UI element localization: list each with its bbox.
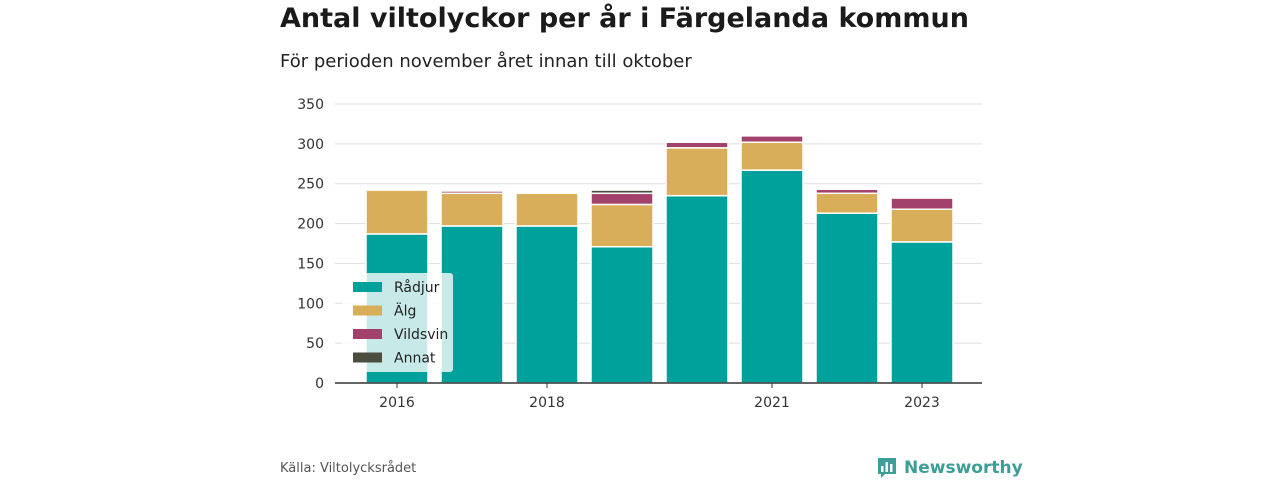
x-tick-label: 2023: [904, 395, 940, 411]
legend-swatch: [353, 352, 382, 363]
bars: [365, 135, 954, 384]
source-note: Källa: Viltolycksrådet: [280, 461, 417, 476]
brand-name: Newsworthy: [904, 458, 1023, 478]
legend-swatch: [353, 282, 382, 292]
bar-segment: [890, 197, 954, 210]
bar-segment: [815, 188, 879, 195]
y-tick-label: 150: [297, 256, 324, 272]
chart-subtitle: För perioden november året innan till ok…: [280, 51, 692, 72]
legend-label: Älg: [394, 302, 416, 320]
y-axis-ticks: 0 50 100 150 200 250 300 350: [297, 97, 324, 392]
bar-segment: [890, 241, 954, 384]
bar-segment: [590, 189, 654, 195]
chart-title: Antal viltolyckor per år i Färgelanda ko…: [280, 3, 969, 34]
bar-segment: [890, 208, 954, 243]
x-axis-ticks: 2016 2018 2021 2023: [379, 383, 940, 411]
legend-box: [342, 273, 453, 372]
brand-logo: Newsworthy: [876, 456, 1023, 480]
legend-label: Annat: [394, 351, 436, 367]
y-tick-label: 250: [297, 177, 324, 193]
bar-segment: [440, 189, 504, 192]
bar-segment: [590, 192, 654, 206]
bar-segment: [740, 141, 804, 171]
y-tick-label: 300: [297, 137, 324, 153]
legend-label: Vildsvin: [394, 327, 448, 343]
y-tick-label: 100: [297, 296, 324, 312]
bar-segment: [515, 192, 579, 227]
y-tick-label: 350: [297, 97, 324, 113]
legend-swatch: [353, 329, 382, 339]
y-tick-label: 50: [306, 336, 324, 352]
bar-segment: [665, 147, 729, 197]
bar-segment: [590, 203, 654, 248]
y-tick-label: 200: [297, 217, 324, 233]
legend-label: Rådjur: [394, 279, 440, 296]
bar-segment: [740, 135, 804, 144]
bar-segment: [365, 189, 429, 235]
x-tick-label: 2018: [529, 395, 565, 411]
x-tick-label: 2021: [754, 395, 790, 411]
bar-segment: [440, 192, 504, 227]
bar-segment: [740, 169, 804, 384]
bar-segment: [815, 212, 879, 384]
bar-segment: [665, 194, 729, 384]
y-tick-label: 0: [315, 376, 324, 392]
legend: Rådjur Älg Vildsvin Annat: [342, 273, 453, 372]
legend-swatch: [353, 305, 382, 316]
bar-segment: [590, 245, 654, 384]
bar-segment: [515, 225, 579, 384]
x-tick-label: 2016: [379, 395, 415, 411]
bar-segment: [815, 192, 879, 214]
newsworthy-logo-icon: [878, 458, 896, 478]
bar-segment: [665, 141, 729, 149]
